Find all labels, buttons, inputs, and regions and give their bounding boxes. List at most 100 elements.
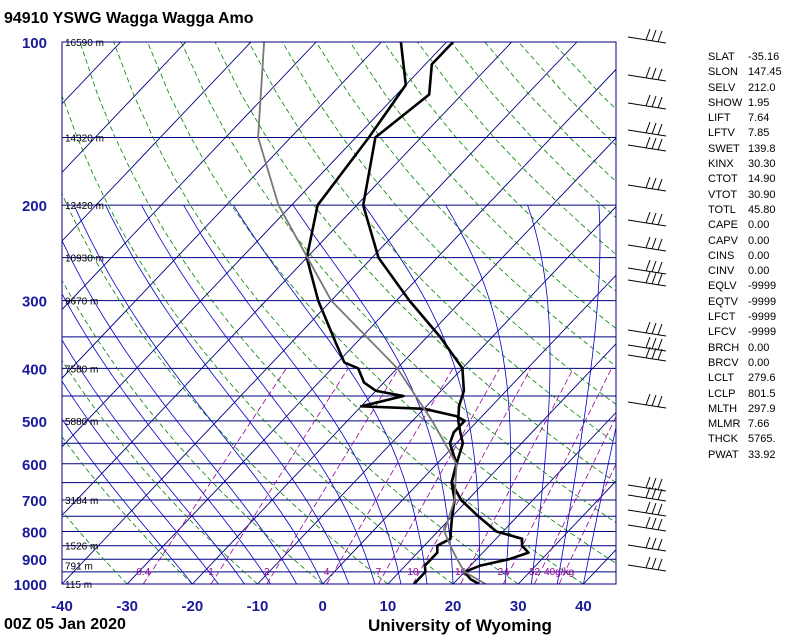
stat-row: SLON 147.45 — [708, 65, 800, 80]
moist-adiabat — [527, 205, 551, 584]
stat-value: -9999 — [748, 326, 777, 339]
mixing-ratio-labels: 0.4 1 2 4 7 10 16 24 32 40g/kg — [136, 567, 574, 578]
stat-key: LCLT — [708, 372, 735, 385]
wind-barb-flag — [657, 123, 663, 136]
wind-barb-flag — [657, 323, 663, 336]
wind-barb-flag — [657, 395, 663, 408]
stat-row: MLTH 297.9 — [708, 402, 800, 417]
isotherm — [387, 343, 616, 584]
stat-value: 30.90 — [748, 188, 776, 201]
wind-barb-flag — [657, 488, 663, 501]
stat-value: 0.00 — [748, 249, 770, 262]
stat-value: 14.90 — [748, 173, 776, 186]
x-tick-label: 0 — [319, 598, 327, 615]
height-label: 12420 m — [65, 201, 104, 212]
stat-key: CAPV — [708, 234, 738, 247]
height-label: 1526 m — [65, 542, 98, 553]
stat-key: VTOT — [708, 188, 738, 201]
isotherm — [517, 480, 616, 584]
mixing-ratio-line — [378, 368, 500, 584]
footer-source: University of Wyoming — [368, 616, 552, 635]
mixing-ratio-line — [534, 415, 616, 584]
stat-key: MLMR — [708, 418, 741, 431]
stat-key: CINS — [708, 249, 735, 262]
plot-frame — [61, 41, 617, 585]
stat-row: TOTL 45.80 — [708, 203, 800, 218]
wind-barb-flag — [645, 176, 651, 189]
wind-barbs — [627, 28, 667, 572]
wind-barb-flag — [657, 96, 663, 109]
stat-row: KINX 30.30 — [708, 157, 800, 172]
moist-adiabat — [62, 292, 271, 584]
isotherm — [62, 42, 382, 379]
stat-value: 7.66 — [748, 418, 770, 431]
mixing-ratio-line — [558, 463, 616, 584]
wind-barb — [627, 509, 667, 517]
wind-barb-flag — [645, 336, 651, 349]
wind-barb-flag — [645, 28, 651, 41]
stat-value: 212.0 — [748, 81, 776, 94]
stat-key: CAPE — [708, 219, 738, 232]
stat-key: MLTH — [708, 402, 738, 415]
wind-barb-flag — [657, 503, 663, 516]
stat-key: EQLV — [708, 280, 737, 293]
x-axis-ticks: -40 -30 -20 -10 0 10 20 30 40 — [51, 598, 592, 615]
dry-adiabat — [62, 94, 454, 584]
height-label: 7580 m — [65, 364, 98, 375]
stat-row: BRCH 0.00 — [708, 341, 800, 356]
stat-key: CINV — [708, 265, 735, 278]
isotherm — [62, 42, 513, 517]
stat-key: EQTV — [708, 295, 738, 308]
stat-row: CINV 0.00 — [708, 264, 800, 279]
moist-adiabat — [363, 204, 480, 584]
wind-barb-flag — [645, 94, 651, 107]
wind-barb-flag — [645, 536, 651, 549]
stat-key: BRCV — [708, 356, 739, 369]
stat-row: PWAT 33.92 — [708, 448, 800, 463]
wind-barb-flag — [645, 501, 651, 514]
stat-row: SELV 212.0 — [708, 81, 800, 96]
isotherm — [452, 411, 616, 584]
mixing-ratio-label: 40g/kg — [544, 567, 574, 578]
wind-barb-flag — [645, 121, 651, 134]
wind-barb-flag — [657, 261, 663, 274]
stat-value: 7.85 — [748, 127, 770, 140]
stat-row: LFCT -9999 — [708, 310, 800, 325]
mixing-ratio-label: 2 — [264, 567, 270, 578]
wind-barb-flag — [651, 347, 657, 360]
stat-row: MLMR 7.66 — [708, 417, 800, 432]
stability-index-table: SLAT -35.16 SLON 147.45 SELV 212.0 SHOW 1.95 LIF… — [708, 50, 800, 463]
wind-barb — [627, 219, 667, 227]
isotherm — [62, 42, 252, 242]
stat-row: SHOW 1.95 — [708, 96, 800, 111]
wind-barb-flag — [657, 213, 663, 226]
x-tick-label: -20 — [182, 598, 204, 615]
parcel-path — [257, 42, 487, 584]
y-tick-label: 700 — [22, 493, 47, 510]
stat-key: SLAT — [708, 51, 735, 63]
wind-barb-flag — [651, 260, 657, 273]
wind-barb-flag — [645, 393, 651, 406]
wind-barb-flag — [651, 477, 657, 490]
stat-key: BRCH — [708, 341, 740, 354]
wind-barb-flag — [645, 211, 651, 224]
mixing-ratio-label: 10 — [407, 567, 419, 578]
wind-barb — [627, 544, 667, 552]
stat-row: CAPE 0.00 — [708, 218, 800, 233]
stat-key: TOTL — [708, 203, 736, 216]
height-label: 3184 m — [65, 496, 98, 507]
moist-adiabat — [292, 204, 454, 584]
isotherm — [62, 42, 317, 311]
moist-adiabat — [62, 418, 193, 584]
wind-barb-flag — [651, 67, 657, 80]
wind-barb — [627, 74, 667, 82]
stat-value: 5765. — [748, 433, 776, 446]
wind-barb-flag — [645, 136, 651, 149]
wind-barb-flag — [651, 517, 657, 530]
wind-barb — [627, 144, 667, 152]
wind-barb — [627, 102, 667, 110]
stat-row: EQTV -9999 — [708, 295, 800, 310]
wind-barb-flag — [657, 478, 663, 491]
y-tick-label: 200 — [22, 198, 47, 215]
y-tick-label: 100 — [22, 35, 47, 52]
